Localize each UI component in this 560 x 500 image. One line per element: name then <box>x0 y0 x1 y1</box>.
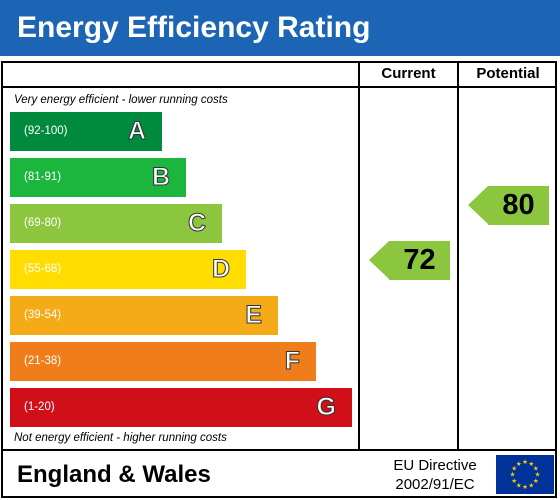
footer-row-divider <box>1 449 557 451</box>
rating-bar-e: (39-54) E <box>10 296 278 335</box>
rating-bar-d: (55-68) D <box>10 250 246 289</box>
rating-bar-g: (1-20) G <box>10 388 352 427</box>
eu-star-icon: ★ <box>522 458 528 466</box>
rating-letter-f: F <box>284 347 300 376</box>
eu-star-icon: ★ <box>522 483 528 491</box>
eu-flag-icon: ★ ★★★★★★★★★★★ <box>496 455 554 494</box>
rating-range-e: (39-54) <box>24 309 62 321</box>
potential-rating-arrow-tip <box>468 186 488 224</box>
eu-star-icon: ★ <box>535 471 541 479</box>
eu-star-icon: ★ <box>516 482 522 490</box>
eu-star-icon: ★ <box>516 460 522 468</box>
eu-directive: EU Directive 2002/91/EC <box>380 456 490 494</box>
rating-range-a: (92-100) <box>24 125 68 137</box>
rating-range-g: (1-20) <box>24 401 55 413</box>
rating-bar-b: (81-91) B <box>10 158 186 197</box>
eu-star-icon: ★ <box>511 464 517 472</box>
directive-line-1: EU Directive <box>393 457 477 474</box>
eu-star-icon: ★ <box>511 477 517 485</box>
eu-star-icon: ★ <box>528 460 534 468</box>
rating-bar-f: (21-38) F <box>10 342 316 381</box>
current-rating-arrow-value: 72 <box>389 241 450 280</box>
note-bottom: Not energy efficient - higher running co… <box>14 432 227 444</box>
rating-letter-e: E <box>245 301 263 330</box>
header-row-divider <box>1 86 557 88</box>
column-header-potential: Potential <box>476 65 540 82</box>
eu-flag-background <box>496 455 554 494</box>
eu-star-icon: ★ <box>533 464 539 472</box>
potential-rating-arrow-value: 80 <box>488 186 549 225</box>
note-top: Very energy efficient - lower running co… <box>14 94 228 106</box>
page-title: Energy Efficiency Rating <box>0 0 560 56</box>
rating-range-f: (21-38) <box>24 355 62 367</box>
rating-bar-a: (92-100) A <box>10 112 162 151</box>
rating-range-d: (55-68) <box>24 263 62 275</box>
eu-star-icon: ★ <box>510 471 516 479</box>
rating-bar-c: (69-80) C <box>10 204 222 243</box>
rating-range-b: (81-91) <box>24 171 62 183</box>
eu-star-icon: ★ <box>533 477 539 485</box>
rating-letter-d: D <box>211 255 230 284</box>
rating-letter-b: B <box>151 163 170 192</box>
current-rating-arrow-tip <box>369 241 389 279</box>
eu-star-icon: ★ <box>528 482 534 490</box>
rating-letter-a: A <box>127 117 146 146</box>
potential-rating-arrow: 80 <box>468 186 549 225</box>
divider-current <box>358 61 360 451</box>
region-label: England & Wales <box>17 461 211 488</box>
directive-line-2: 2002/91/EC <box>395 476 475 493</box>
rating-range-c: (69-80) <box>24 217 62 229</box>
current-rating-arrow: 72 <box>369 241 450 280</box>
rating-table-frame <box>1 61 557 498</box>
column-header-current: Current <box>381 65 436 82</box>
divider-potential <box>457 61 459 451</box>
rating-letter-c: C <box>187 209 206 238</box>
rating-letter-g: G <box>316 393 336 422</box>
